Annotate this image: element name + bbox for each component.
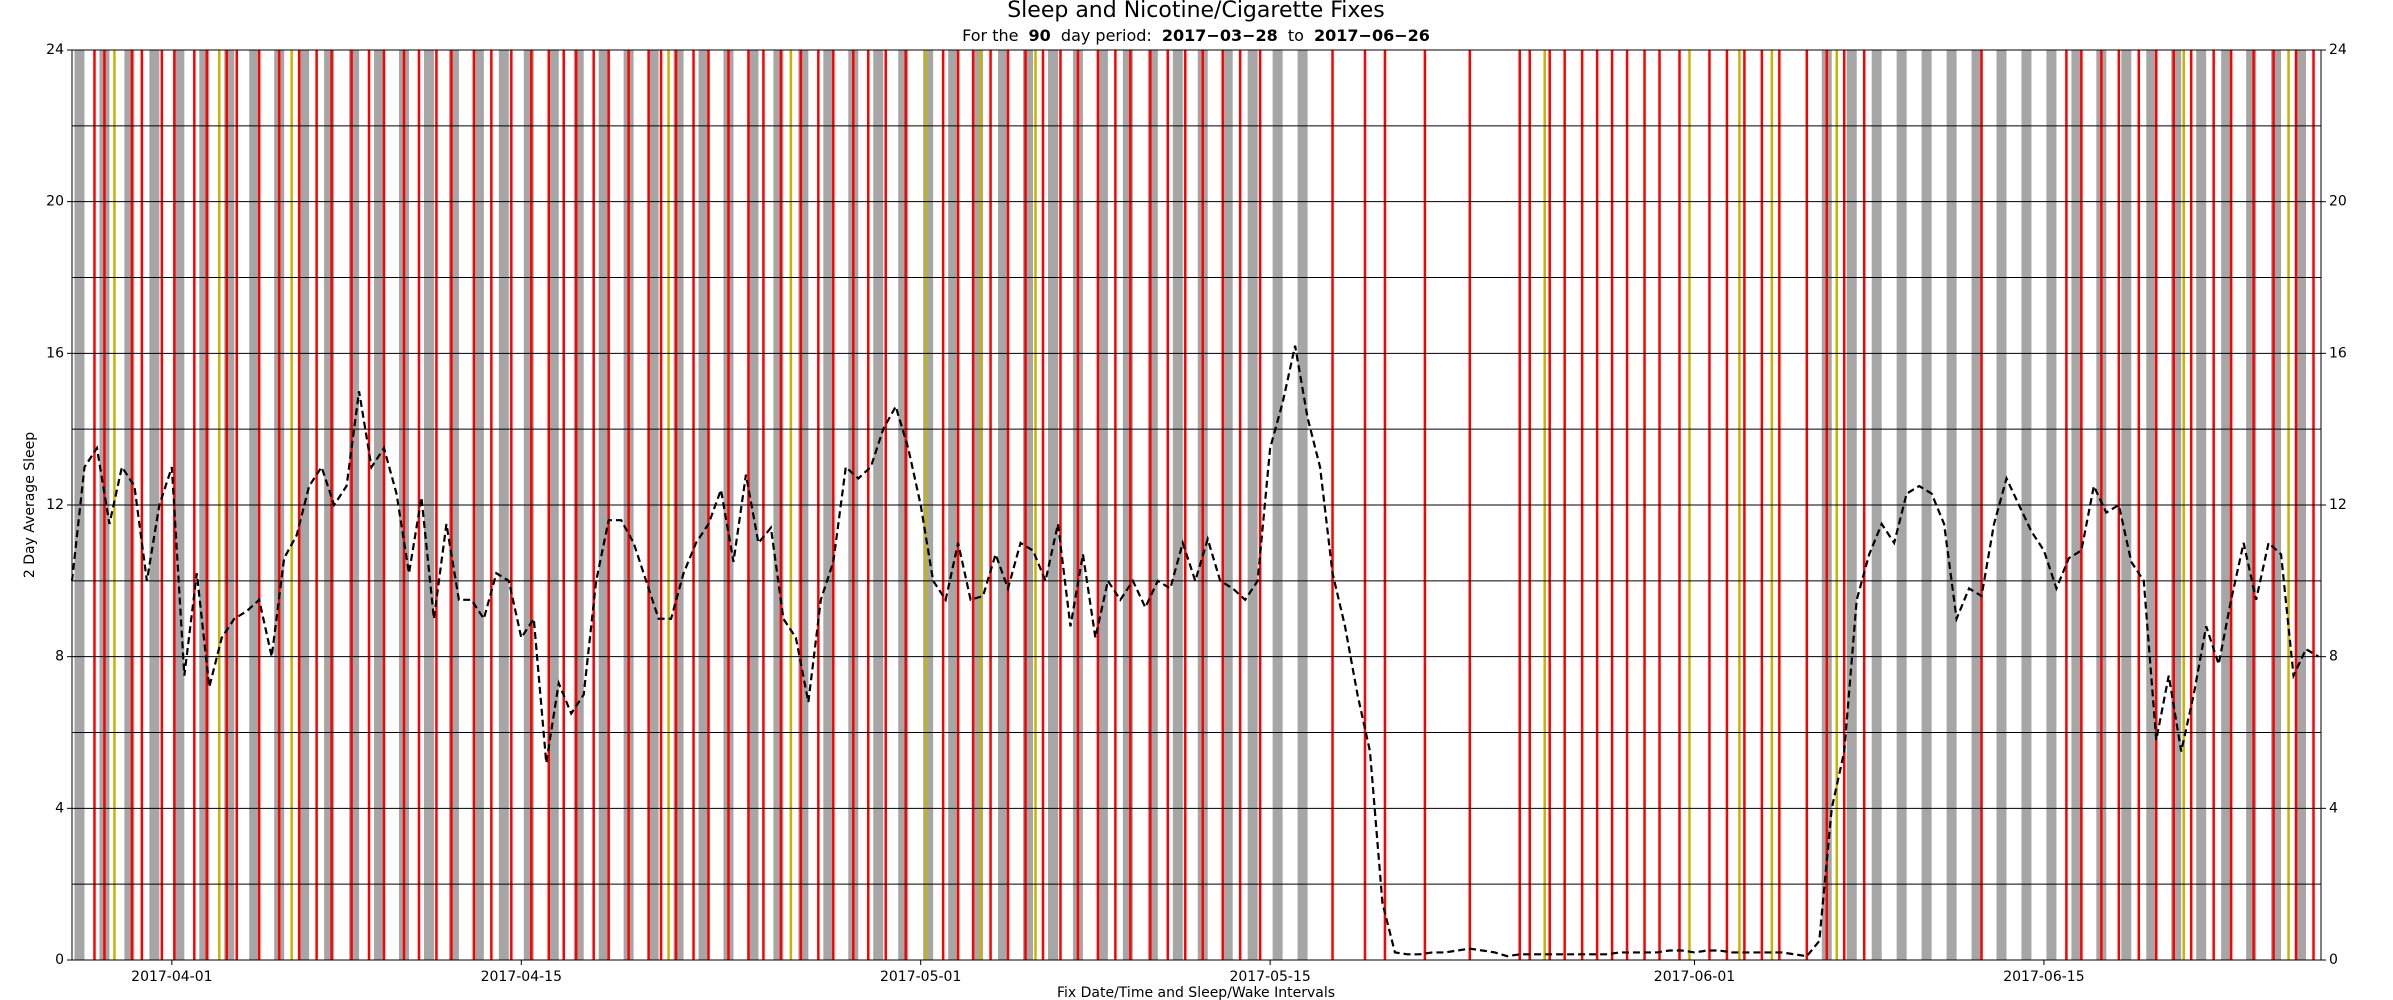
y-tick-label: 16 (46, 345, 64, 361)
y-tick-label: 24 (46, 42, 64, 58)
subtitle-part: 90 (1029, 26, 1051, 45)
y-tick-label: 20 (46, 194, 64, 210)
subtitle-part: to (1288, 26, 1304, 45)
y2-tick-label: 8 (2329, 649, 2338, 665)
y2-tick-label: 20 (2329, 194, 2347, 210)
y-axis-label: 2 Day Average Sleep (22, 432, 38, 578)
subtitle-part: For the (962, 26, 1018, 45)
y2-tick-label: 12 (2329, 497, 2347, 513)
x-tick-label: 2017-04-01 (131, 969, 212, 985)
x-tick-label: 2017-06-01 (1654, 969, 1735, 985)
y-tick-label: 12 (46, 497, 64, 513)
y2-tick-label: 24 (2329, 42, 2347, 58)
x-tick-label: 2017-05-15 (1229, 969, 1310, 985)
x-tick-label: 2017-06-15 (2003, 969, 2084, 985)
y-tick-label: 0 (55, 952, 64, 968)
x-tick-label: 2017-04-15 (481, 969, 562, 985)
plot-frame (71, 49, 2322, 961)
subtitle-part: 2017−03−28 (1162, 26, 1278, 45)
chart-title: Sleep and Nicotine/Cigarette Fixes (1007, 0, 1385, 23)
x-axis-label: Fix Date/Time and Sleep/Wake Intervals (1057, 985, 1335, 1000)
subtitle-part: 2017−06−26 (1314, 26, 1430, 45)
y-tick-label: 8 (55, 649, 64, 665)
y-tick-label: 4 (55, 800, 64, 816)
x-tick-label: 2017-05-01 (880, 969, 961, 985)
sleep-average-line (70, 345, 2320, 958)
y2-tick-label: 0 (2329, 952, 2338, 968)
subtitle-part: day period: (1061, 26, 1152, 45)
y2-tick-label: 4 (2329, 800, 2338, 816)
y2-tick-label: 16 (2329, 345, 2347, 361)
chart-subtitle: For the 90 day period: 2017−03−28 to 201… (962, 26, 1430, 45)
